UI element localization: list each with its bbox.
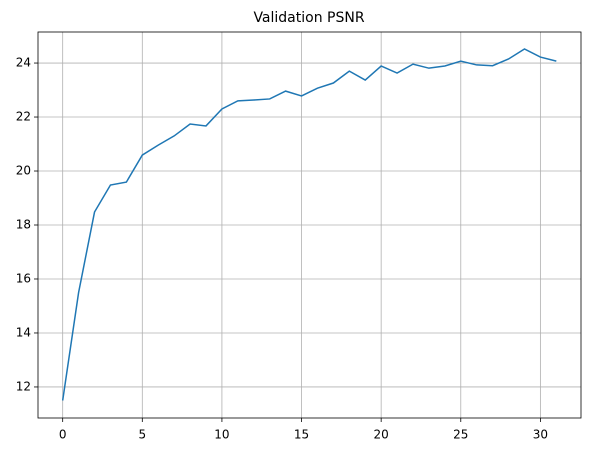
y-tick-label: 24	[16, 56, 31, 70]
x-tick-label: 25	[453, 428, 468, 442]
y-tick-label: 12	[16, 379, 31, 393]
x-tick-label: 5	[138, 428, 146, 442]
y-tick-label: 14	[16, 325, 31, 339]
y-tick-label: 18	[16, 218, 31, 232]
plot-frame	[37, 31, 582, 419]
data-line	[61, 48, 557, 401]
x-tick-label: 20	[374, 428, 389, 442]
x-tick-label: 0	[59, 428, 67, 442]
y-tick-label: 20	[16, 164, 31, 178]
x-tick-label: 10	[214, 428, 229, 442]
y-tick-label: 16	[16, 271, 31, 285]
x-tick-label: 30	[533, 428, 548, 442]
y-tick-label: 22	[16, 110, 31, 124]
chart-title: Validation PSNR	[253, 10, 364, 26]
x-tick-label: 15	[294, 428, 309, 442]
